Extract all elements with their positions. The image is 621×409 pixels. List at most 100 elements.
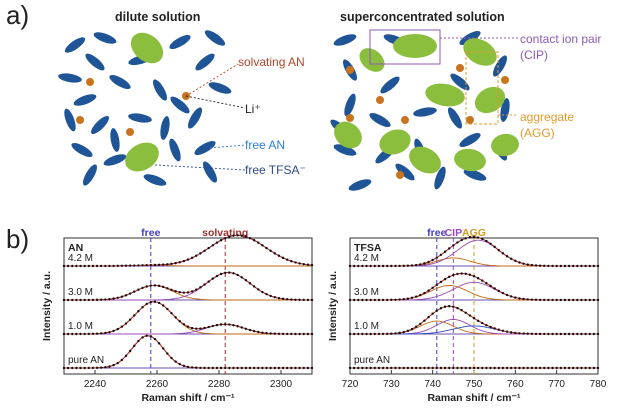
data-point (377, 264, 381, 268)
data-point (199, 286, 202, 289)
data-point (596, 264, 600, 268)
data-point (141, 306, 144, 309)
data-point (236, 234, 239, 237)
data-point (510, 331, 513, 334)
solvent-molecule (369, 112, 391, 128)
solvent-molecule (187, 107, 203, 129)
data-point (493, 245, 496, 249)
data-point (257, 330, 260, 334)
data-point (170, 311, 173, 315)
data-point (186, 365, 190, 369)
data-point (559, 298, 562, 302)
data-point (489, 325, 492, 329)
data-point (186, 258, 190, 261)
data-point (257, 288, 260, 291)
data-point (236, 366, 239, 370)
data-point (468, 273, 472, 276)
data-point (365, 366, 368, 370)
data-point (248, 282, 252, 285)
data-point (190, 256, 194, 260)
data-point (298, 262, 301, 265)
data-point (91, 332, 95, 336)
data-point (414, 263, 418, 267)
data-point (481, 237, 484, 241)
anion-molecule (130, 32, 164, 64)
data-point (501, 252, 505, 255)
data-point (481, 321, 484, 325)
data-point (481, 279, 484, 282)
trace-label: 3.0 M (68, 287, 93, 298)
data-point (443, 250, 447, 253)
data-point (273, 366, 276, 370)
data-point (377, 298, 381, 302)
li-ion (346, 66, 354, 74)
data-point (252, 285, 256, 288)
data-point (414, 295, 418, 298)
data-point (277, 366, 281, 370)
data-point (423, 366, 426, 370)
data-point (162, 304, 165, 307)
data-point (584, 298, 587, 302)
solvent-molecule (73, 94, 97, 106)
data-point (273, 332, 276, 335)
data-point (116, 327, 119, 331)
data-point (348, 332, 352, 336)
data-point (83, 264, 86, 268)
component-peak (64, 301, 312, 335)
data-point (572, 332, 575, 336)
solvent-molecule (169, 138, 181, 162)
data-point (133, 314, 136, 317)
data-point (269, 332, 272, 335)
data-point (257, 241, 260, 244)
data-point (174, 360, 177, 363)
data-point (543, 366, 546, 370)
solvent-molecule (463, 169, 487, 181)
solvent-molecule (380, 76, 400, 94)
data-point (195, 366, 198, 369)
data-point (505, 255, 509, 258)
free-an-leader (209, 144, 246, 149)
data-point (100, 332, 103, 335)
component-peak (64, 234, 313, 267)
data-point (203, 366, 206, 370)
data-point (298, 298, 301, 302)
data-point (584, 332, 587, 336)
li-ion (376, 96, 384, 104)
solvent-molecule (109, 74, 131, 90)
data-point (427, 315, 430, 319)
data-point (386, 298, 389, 302)
data-point (423, 262, 426, 265)
x-tick-label: 770 (548, 379, 565, 390)
data-point (199, 327, 202, 330)
data-point (137, 309, 140, 313)
label-cip-line2: (CIP) (520, 48, 548, 62)
data-point (390, 298, 393, 302)
solvent-molecule (344, 93, 356, 117)
data-point (596, 366, 600, 370)
data-point (435, 366, 438, 370)
data-point (369, 298, 372, 302)
data-point (277, 332, 281, 336)
data-point (224, 237, 227, 240)
solvent-molecule (82, 164, 98, 186)
data-point (580, 298, 583, 302)
data-point (431, 312, 434, 315)
data-point (178, 319, 181, 323)
data-point (398, 366, 401, 370)
data-point (244, 279, 248, 282)
data-point (211, 366, 214, 370)
data-point (386, 366, 389, 370)
data-point (381, 298, 385, 302)
data-point (572, 298, 575, 302)
data-point (485, 281, 488, 285)
data-point (460, 366, 463, 370)
data-point (124, 354, 128, 358)
li-ion (396, 171, 404, 179)
data-point (365, 264, 368, 268)
data-point (174, 316, 177, 319)
data-point (485, 239, 488, 243)
data-point (547, 298, 550, 302)
data-point (265, 292, 268, 296)
data-point (476, 366, 480, 370)
data-point (207, 366, 210, 370)
